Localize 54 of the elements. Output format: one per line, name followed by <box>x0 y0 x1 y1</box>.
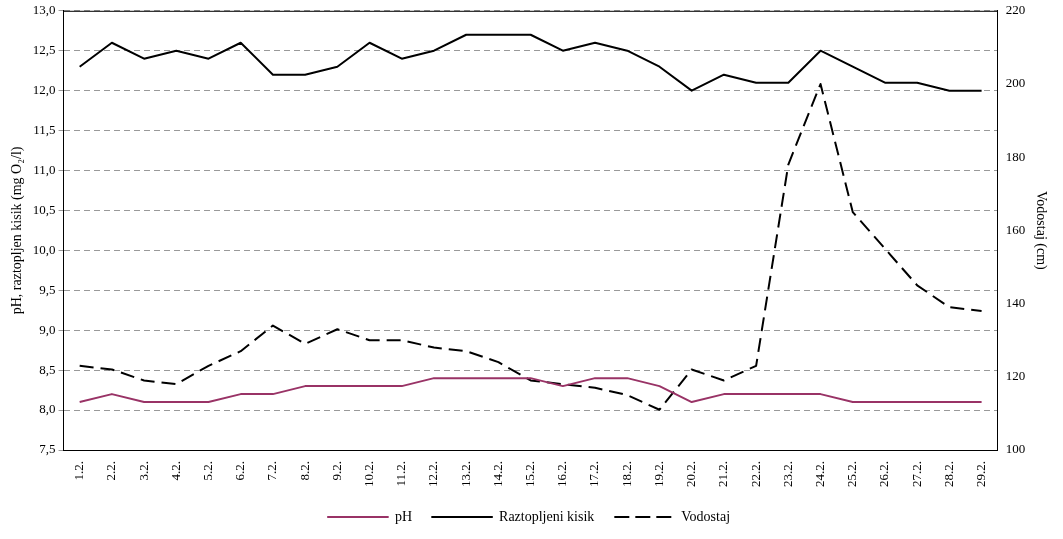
x-tick-label: 6.2. <box>232 461 248 481</box>
x-tick-label: 16.2. <box>554 461 570 487</box>
x-tick-label: 13.2. <box>457 461 473 487</box>
y-tick-label: 7,5 <box>39 441 56 457</box>
x-tick-label: 9.2. <box>328 461 344 481</box>
y-tick-label: 10,5 <box>32 201 56 217</box>
y-tick-label: 12,5 <box>32 42 56 58</box>
y-tick-label: 10,0 <box>32 241 56 257</box>
y-tick-label: 12,0 <box>32 82 56 98</box>
y-axis-title: pH, raztopljen kisik (mg O₂/l) <box>9 146 26 315</box>
y-tick-label: 8,0 <box>39 401 56 417</box>
x-tick-label: 1.2. <box>71 461 87 481</box>
y2-tick-label: 220 <box>1005 2 1026 18</box>
line-series <box>78 83 983 411</box>
x-tick-label: 23.2. <box>779 461 795 487</box>
y2-tick-label: 140 <box>1005 295 1026 311</box>
x-tick-label: 2.2. <box>103 461 119 481</box>
x-tick-label: 11.2. <box>393 461 409 487</box>
x-tick-label: 10.2. <box>360 461 376 487</box>
x-tick-label: 7.2. <box>264 461 280 481</box>
y2-tick-label: 180 <box>1005 148 1026 164</box>
y-tick-label: 9,5 <box>39 281 56 297</box>
x-tick-label: 25.2. <box>844 461 860 487</box>
x-tick-label: 29.2. <box>973 461 989 487</box>
x-tick-label: 18.2. <box>618 461 634 487</box>
x-tick-label: 8.2. <box>296 461 312 481</box>
x-tick-label: 19.2. <box>650 461 666 487</box>
y2-tick-label: 200 <box>1005 75 1026 91</box>
y2-tick-label: 160 <box>1005 221 1026 237</box>
x-tick-label: 3.2. <box>135 461 151 481</box>
y2-axis-title: Vodostaj (cm) <box>1032 191 1049 271</box>
x-tick-label: 27.2. <box>908 461 924 487</box>
x-tick-label: 15.2. <box>522 461 538 487</box>
legend-label: pH <box>394 508 413 524</box>
legend-label: Raztopljeni kisik <box>499 508 595 524</box>
y2-tick-label: 100 <box>1005 441 1026 457</box>
y-tick-label: 11,0 <box>33 161 56 177</box>
x-tick-label: 21.2. <box>715 461 731 487</box>
x-tick-label: 5.2. <box>199 461 215 481</box>
y-tick-label: 8,5 <box>39 361 56 377</box>
x-tick-label: 24.2. <box>811 461 827 487</box>
x-tick-label: 12.2. <box>425 461 441 487</box>
y-tick-label: 13,0 <box>32 2 56 18</box>
legend-label: Vodostaj <box>681 508 731 524</box>
x-tick-label: 22.2. <box>747 461 763 487</box>
x-tick-label: 20.2. <box>683 461 699 487</box>
x-tick-label: 4.2. <box>167 461 183 481</box>
y-tick-label: 11,5 <box>33 122 56 137</box>
x-tick-label: 28.2. <box>940 461 956 487</box>
y2-tick-label: 120 <box>1005 368 1026 384</box>
x-tick-label: 17.2. <box>586 461 602 487</box>
y-tick-label: 9,0 <box>39 321 56 337</box>
x-tick-label: 14.2. <box>489 461 505 487</box>
x-tick-label: 26.2. <box>876 461 892 487</box>
